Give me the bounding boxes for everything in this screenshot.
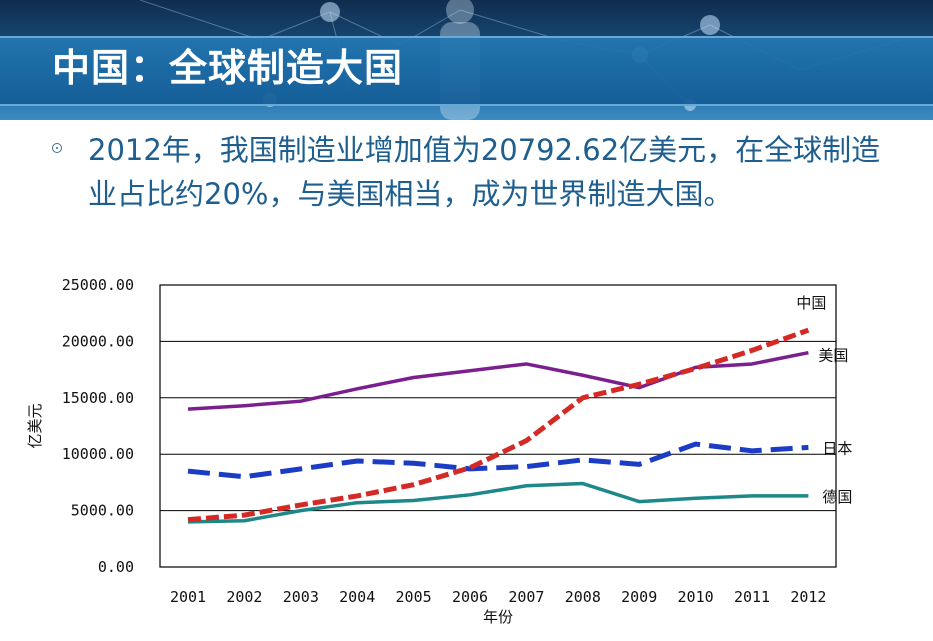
series-label: 中国	[796, 294, 826, 312]
plot-frame	[159, 284, 837, 568]
x-tick-label: 2007	[508, 588, 544, 606]
x-tick-label: 2012	[790, 588, 826, 606]
x-tick-label: 2002	[226, 588, 262, 606]
series-line-日本	[187, 441, 809, 480]
x-tick-label: 2006	[452, 588, 488, 606]
x-tick-label: 2005	[396, 588, 432, 606]
page-title: 中国：全球制造大国	[52, 46, 404, 90]
y-tick-label: 5000.00	[71, 502, 134, 520]
x-tick-label: 2010	[678, 588, 714, 606]
bullet-text: 2012年，我国制造业增加值为20792.62亿美元，在全球制造业占比约20%，…	[88, 133, 881, 211]
y-tick-label: 25000.00	[62, 276, 134, 294]
series-label: 德国	[822, 488, 852, 506]
series-line-中国	[187, 327, 810, 523]
y-tick-label: 15000.00	[62, 389, 134, 407]
x-tick-label: 2011	[734, 588, 770, 606]
x-tick-label: 2009	[621, 588, 657, 606]
series-label: 日本	[822, 439, 852, 457]
bullet-icon	[52, 143, 62, 153]
series-label: 美国	[818, 347, 848, 365]
x-tick-label: 2001	[170, 588, 206, 606]
y-tick-label: 0.00	[98, 558, 134, 576]
title-strip	[0, 36, 933, 106]
header-banner: 中国：全球制造大国	[0, 0, 933, 120]
series-line-德国	[187, 481, 809, 524]
y-axis-label: 亿美元	[26, 403, 44, 448]
x-tick-label: 2008	[565, 588, 601, 606]
y-tick-label: 20000.00	[62, 332, 134, 350]
y-tick-label: 10000.00	[62, 445, 134, 463]
x-tick-label: 2004	[339, 588, 375, 606]
x-tick-label: 2003	[283, 588, 319, 606]
line-chart: 0.00 5000.00 10000.00 15000.00 20000.00 25000…	[26, 276, 852, 626]
x-axis-label: 年份	[483, 608, 513, 626]
